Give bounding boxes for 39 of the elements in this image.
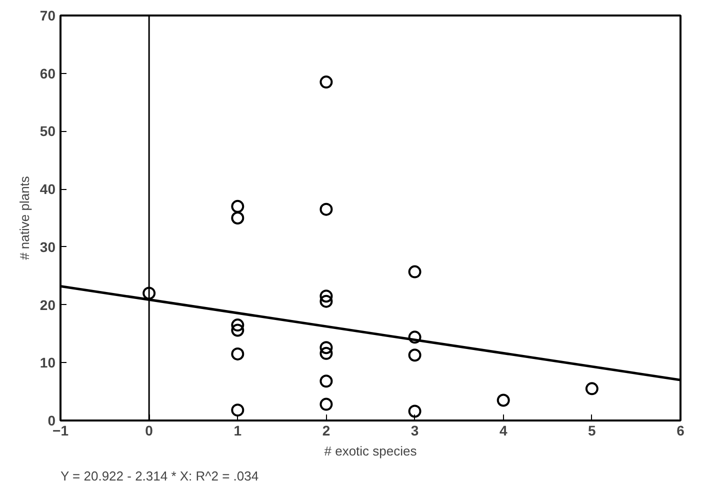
point	[231, 347, 244, 360]
x-tick-label: 4	[499, 422, 508, 438]
point	[231, 404, 244, 417]
y-axis-title: # native plants	[16, 176, 32, 260]
y-tick-label: 10	[40, 354, 56, 371]
point	[408, 330, 422, 344]
point	[408, 348, 422, 362]
point	[231, 324, 244, 337]
x-tick-label: 3	[410, 422, 419, 438]
x-tick-label: 1	[234, 422, 242, 438]
y-tick-label: 50	[40, 123, 56, 140]
y-tick-label: 20	[40, 296, 56, 313]
point	[320, 398, 333, 411]
point	[320, 76, 333, 89]
y-tick-label: 30	[40, 238, 56, 255]
point	[231, 212, 244, 224]
point	[408, 404, 422, 418]
x-axis-title: # exotic species	[324, 444, 418, 458]
point	[320, 374, 333, 388]
point	[231, 200, 244, 213]
x-tick-label: 0	[145, 422, 154, 438]
text: Y = 20.922 - 2.314 * X: R^2 = .034	[60, 468, 259, 484]
y-tick-label: 0	[48, 412, 56, 428]
point	[320, 346, 333, 360]
x-tick-label: 2	[322, 422, 330, 438]
point	[320, 202, 333, 216]
y-tick-label: 70	[40, 8, 56, 24]
point	[142, 286, 156, 300]
y-tick-label: 60	[40, 65, 56, 82]
x-tick-label: 6	[676, 422, 685, 438]
point	[585, 382, 598, 396]
point	[320, 290, 333, 303]
point	[320, 341, 333, 354]
x-tick-label: 5	[588, 422, 596, 438]
point	[231, 318, 244, 332]
point	[408, 265, 422, 278]
point	[496, 394, 510, 407]
point	[320, 294, 333, 308]
y-tick-label: 40	[40, 181, 56, 198]
